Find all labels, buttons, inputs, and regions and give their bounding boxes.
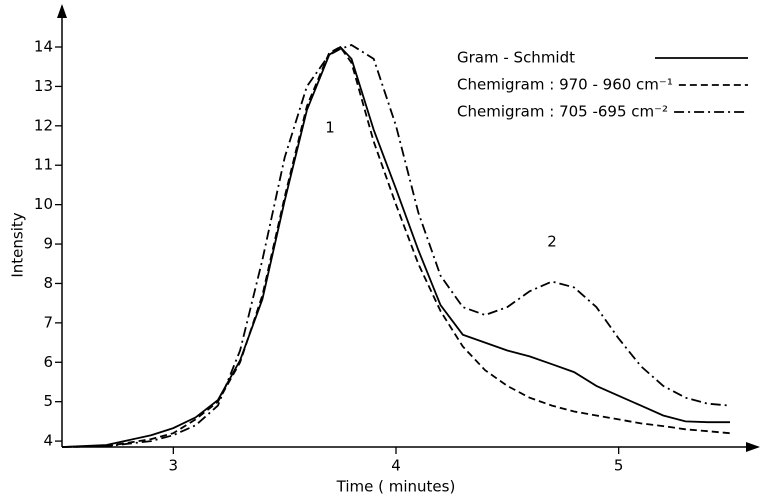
legend-label: Gram - Schmidt <box>457 49 575 67</box>
y-tick-label: 12 <box>34 116 53 134</box>
legend-label: Chemigram : 705 -695 cm⁻² <box>457 103 668 121</box>
y-tick-label: 10 <box>34 195 53 213</box>
x-tick-label: 4 <box>391 457 401 475</box>
y-tick-label: 13 <box>34 77 53 95</box>
x-axis-label: Time ( minutes) <box>336 478 456 496</box>
data-line <box>61 45 730 448</box>
y-tick-label: 5 <box>43 392 53 410</box>
x-tick-label: 3 <box>169 457 179 475</box>
y-axis-label: Intensity <box>9 212 27 277</box>
legend-label: Chemigram : 970 - 960 cm⁻¹ <box>457 76 673 94</box>
annotation: 2 <box>547 233 557 251</box>
y-tick-label: 8 <box>43 274 53 292</box>
y-tick-label: 11 <box>34 156 53 174</box>
y-tick-label: 7 <box>43 313 53 331</box>
data-line <box>61 44 731 448</box>
y-axis-arrow <box>57 4 67 18</box>
y-tick-label: 6 <box>43 353 53 371</box>
y-tick-label: 4 <box>43 432 53 450</box>
x-tick-label: 5 <box>614 457 624 475</box>
y-tick-label: 14 <box>34 38 53 56</box>
x-axis-arrow <box>746 442 760 452</box>
annotation: 1 <box>325 119 335 137</box>
y-tick-label: 9 <box>43 235 53 253</box>
